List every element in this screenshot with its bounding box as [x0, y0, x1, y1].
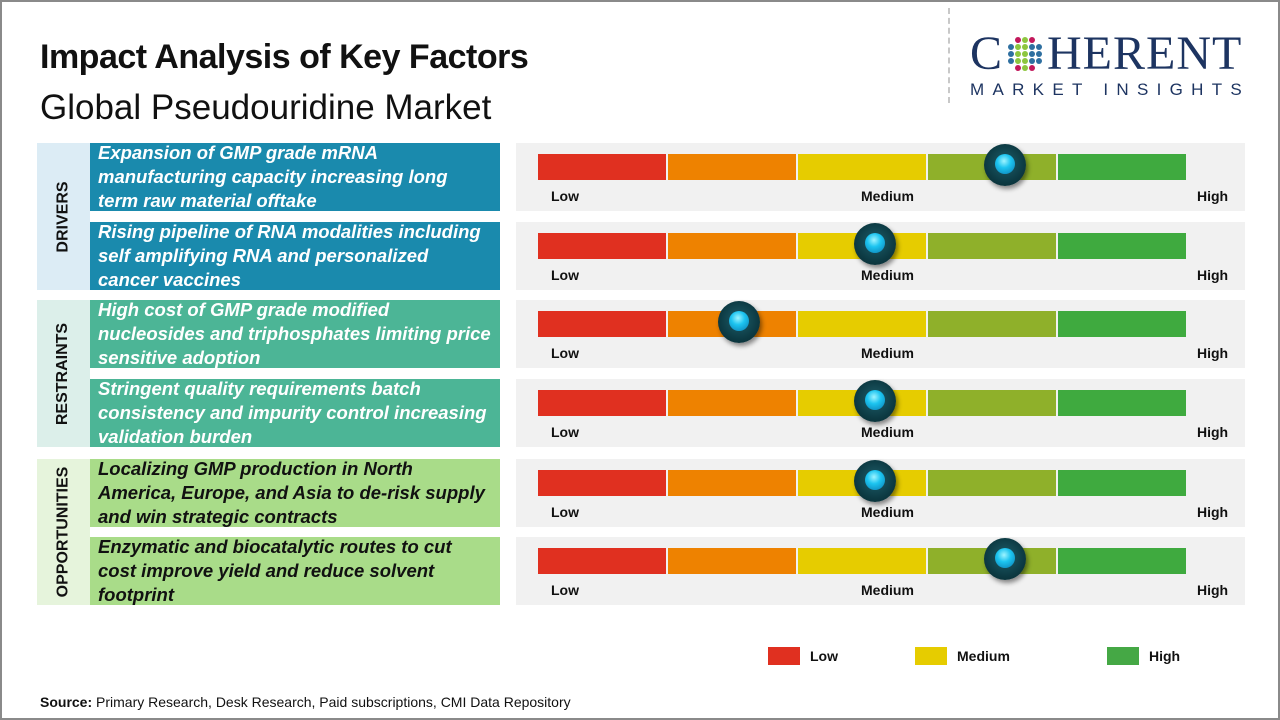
gauge-segment — [538, 233, 666, 259]
legend-swatch — [1107, 647, 1139, 665]
source-text: Primary Research, Desk Research, Paid su… — [92, 694, 571, 710]
gauge-label-high: High — [1197, 504, 1229, 520]
gauge-segment — [1058, 548, 1186, 574]
legend-item: Medium — [915, 647, 1010, 665]
gauge-bar — [538, 154, 1186, 180]
gauge-label-high: High — [1197, 582, 1229, 598]
gauge-bar — [538, 548, 1186, 574]
factor-text: Expansion of GMP grade mRNA manufacturin… — [90, 142, 500, 211]
gauge-knob-icon — [983, 144, 1026, 186]
gauge-bar — [538, 311, 1186, 337]
legend-label: Medium — [957, 648, 1010, 664]
gauge-label-medium: Medium — [861, 504, 914, 520]
legend-item: Low — [768, 647, 838, 665]
gauge-label-high: High — [1197, 424, 1229, 440]
gauge-segment — [668, 470, 796, 496]
gauge-knob-icon — [983, 538, 1026, 580]
impact-gauge: Low Medium High — [516, 222, 1245, 290]
gauge-label-low: Low — [551, 582, 579, 598]
gauge-label-low: Low — [551, 504, 579, 520]
gauge-knob-icon — [853, 223, 896, 265]
gauge-label-low: Low — [551, 267, 579, 283]
impact-gauge: Low Medium High — [516, 379, 1245, 447]
impact-gauge: Low Medium High — [516, 300, 1245, 368]
gauge-segment — [1058, 233, 1186, 259]
divider — [948, 8, 950, 103]
gauge-segment — [538, 154, 666, 180]
gauge-segment — [668, 233, 796, 259]
gauge-bar — [538, 233, 1186, 259]
gauge-segment — [1058, 154, 1186, 180]
logo-text: C — [970, 27, 1004, 80]
gauge-label-medium: Medium — [861, 345, 914, 361]
gauge-segment — [538, 470, 666, 496]
gauge-segment — [928, 470, 1056, 496]
category-opportunities: OPPORTUNITIES — [37, 459, 90, 605]
legend-swatch — [768, 647, 800, 665]
gauge-label-medium: Medium — [861, 188, 914, 204]
gauge-segment — [668, 154, 796, 180]
globe-icon — [1006, 37, 1044, 71]
factor-text: Stringent quality requirements batch con… — [90, 378, 500, 447]
gauge-segment — [928, 311, 1056, 337]
gauge-segment — [668, 390, 796, 416]
category-drivers: DRIVERS — [37, 143, 90, 290]
gauge-segment — [1058, 390, 1186, 416]
gauge-segment — [538, 311, 666, 337]
legend-label: Low — [810, 648, 838, 664]
category-restraints: RESTRAINTS — [37, 300, 90, 447]
gauge-label-medium: Medium — [861, 582, 914, 598]
page-title: Impact Analysis of Key Factors — [40, 38, 529, 76]
gauge-label-low: Low — [551, 345, 579, 361]
impact-gauge: Low Medium High — [516, 143, 1245, 211]
gauge-segment — [928, 233, 1056, 259]
category-label: RESTRAINTS — [54, 322, 72, 425]
factor-text: Localizing GMP production in North Ameri… — [90, 458, 500, 527]
gauge-label-high: High — [1197, 188, 1229, 204]
gauge-label-medium: Medium — [861, 267, 914, 283]
factor-text: Rising pipeline of RNA modalities includ… — [90, 221, 500, 290]
gauge-label-high: High — [1197, 267, 1229, 283]
gauge-bar — [538, 470, 1186, 496]
factor-text: High cost of GMP grade modified nucleosi… — [90, 299, 500, 368]
category-label: DRIVERS — [54, 180, 72, 253]
gauge-segment — [798, 154, 926, 180]
gauge-label-medium: Medium — [861, 424, 914, 440]
gauge-label-high: High — [1197, 345, 1229, 361]
source-label: Source: — [40, 694, 93, 710]
logo-text: HERENT — [1047, 27, 1243, 80]
gauge-segment — [1058, 311, 1186, 337]
gauge-segment — [538, 548, 666, 574]
gauge-knob-icon — [853, 380, 896, 422]
gauge-label-low: Low — [551, 424, 579, 440]
gauge-segment — [1058, 470, 1186, 496]
legend-label: High — [1149, 648, 1181, 664]
category-label: OPPORTUNITIES — [54, 466, 72, 598]
gauge-segment — [928, 390, 1056, 416]
gauge-knob-icon — [853, 460, 896, 502]
gauge-label-low: Low — [551, 188, 579, 204]
gauge-segment — [798, 311, 926, 337]
legend-item: High — [1107, 647, 1180, 665]
gauge-knob-icon — [717, 301, 760, 343]
page-subtitle: Global Pseudouridine Market — [40, 88, 492, 127]
logo: C HERENT MARKET INSIGHTS — [970, 30, 1260, 100]
factor-text: Enzymatic and biocatalytic routes to cut… — [90, 536, 500, 605]
gauge-segment — [538, 390, 666, 416]
gauge-segment — [668, 548, 796, 574]
impact-gauge: Low Medium High — [516, 459, 1245, 527]
legend-swatch — [915, 647, 947, 665]
impact-gauge: Low Medium High — [516, 537, 1245, 605]
logo-subtext: MARKET INSIGHTS — [970, 80, 1251, 99]
source-note: Source: Primary Research, Desk Research,… — [40, 694, 571, 710]
gauge-segment — [798, 548, 926, 574]
